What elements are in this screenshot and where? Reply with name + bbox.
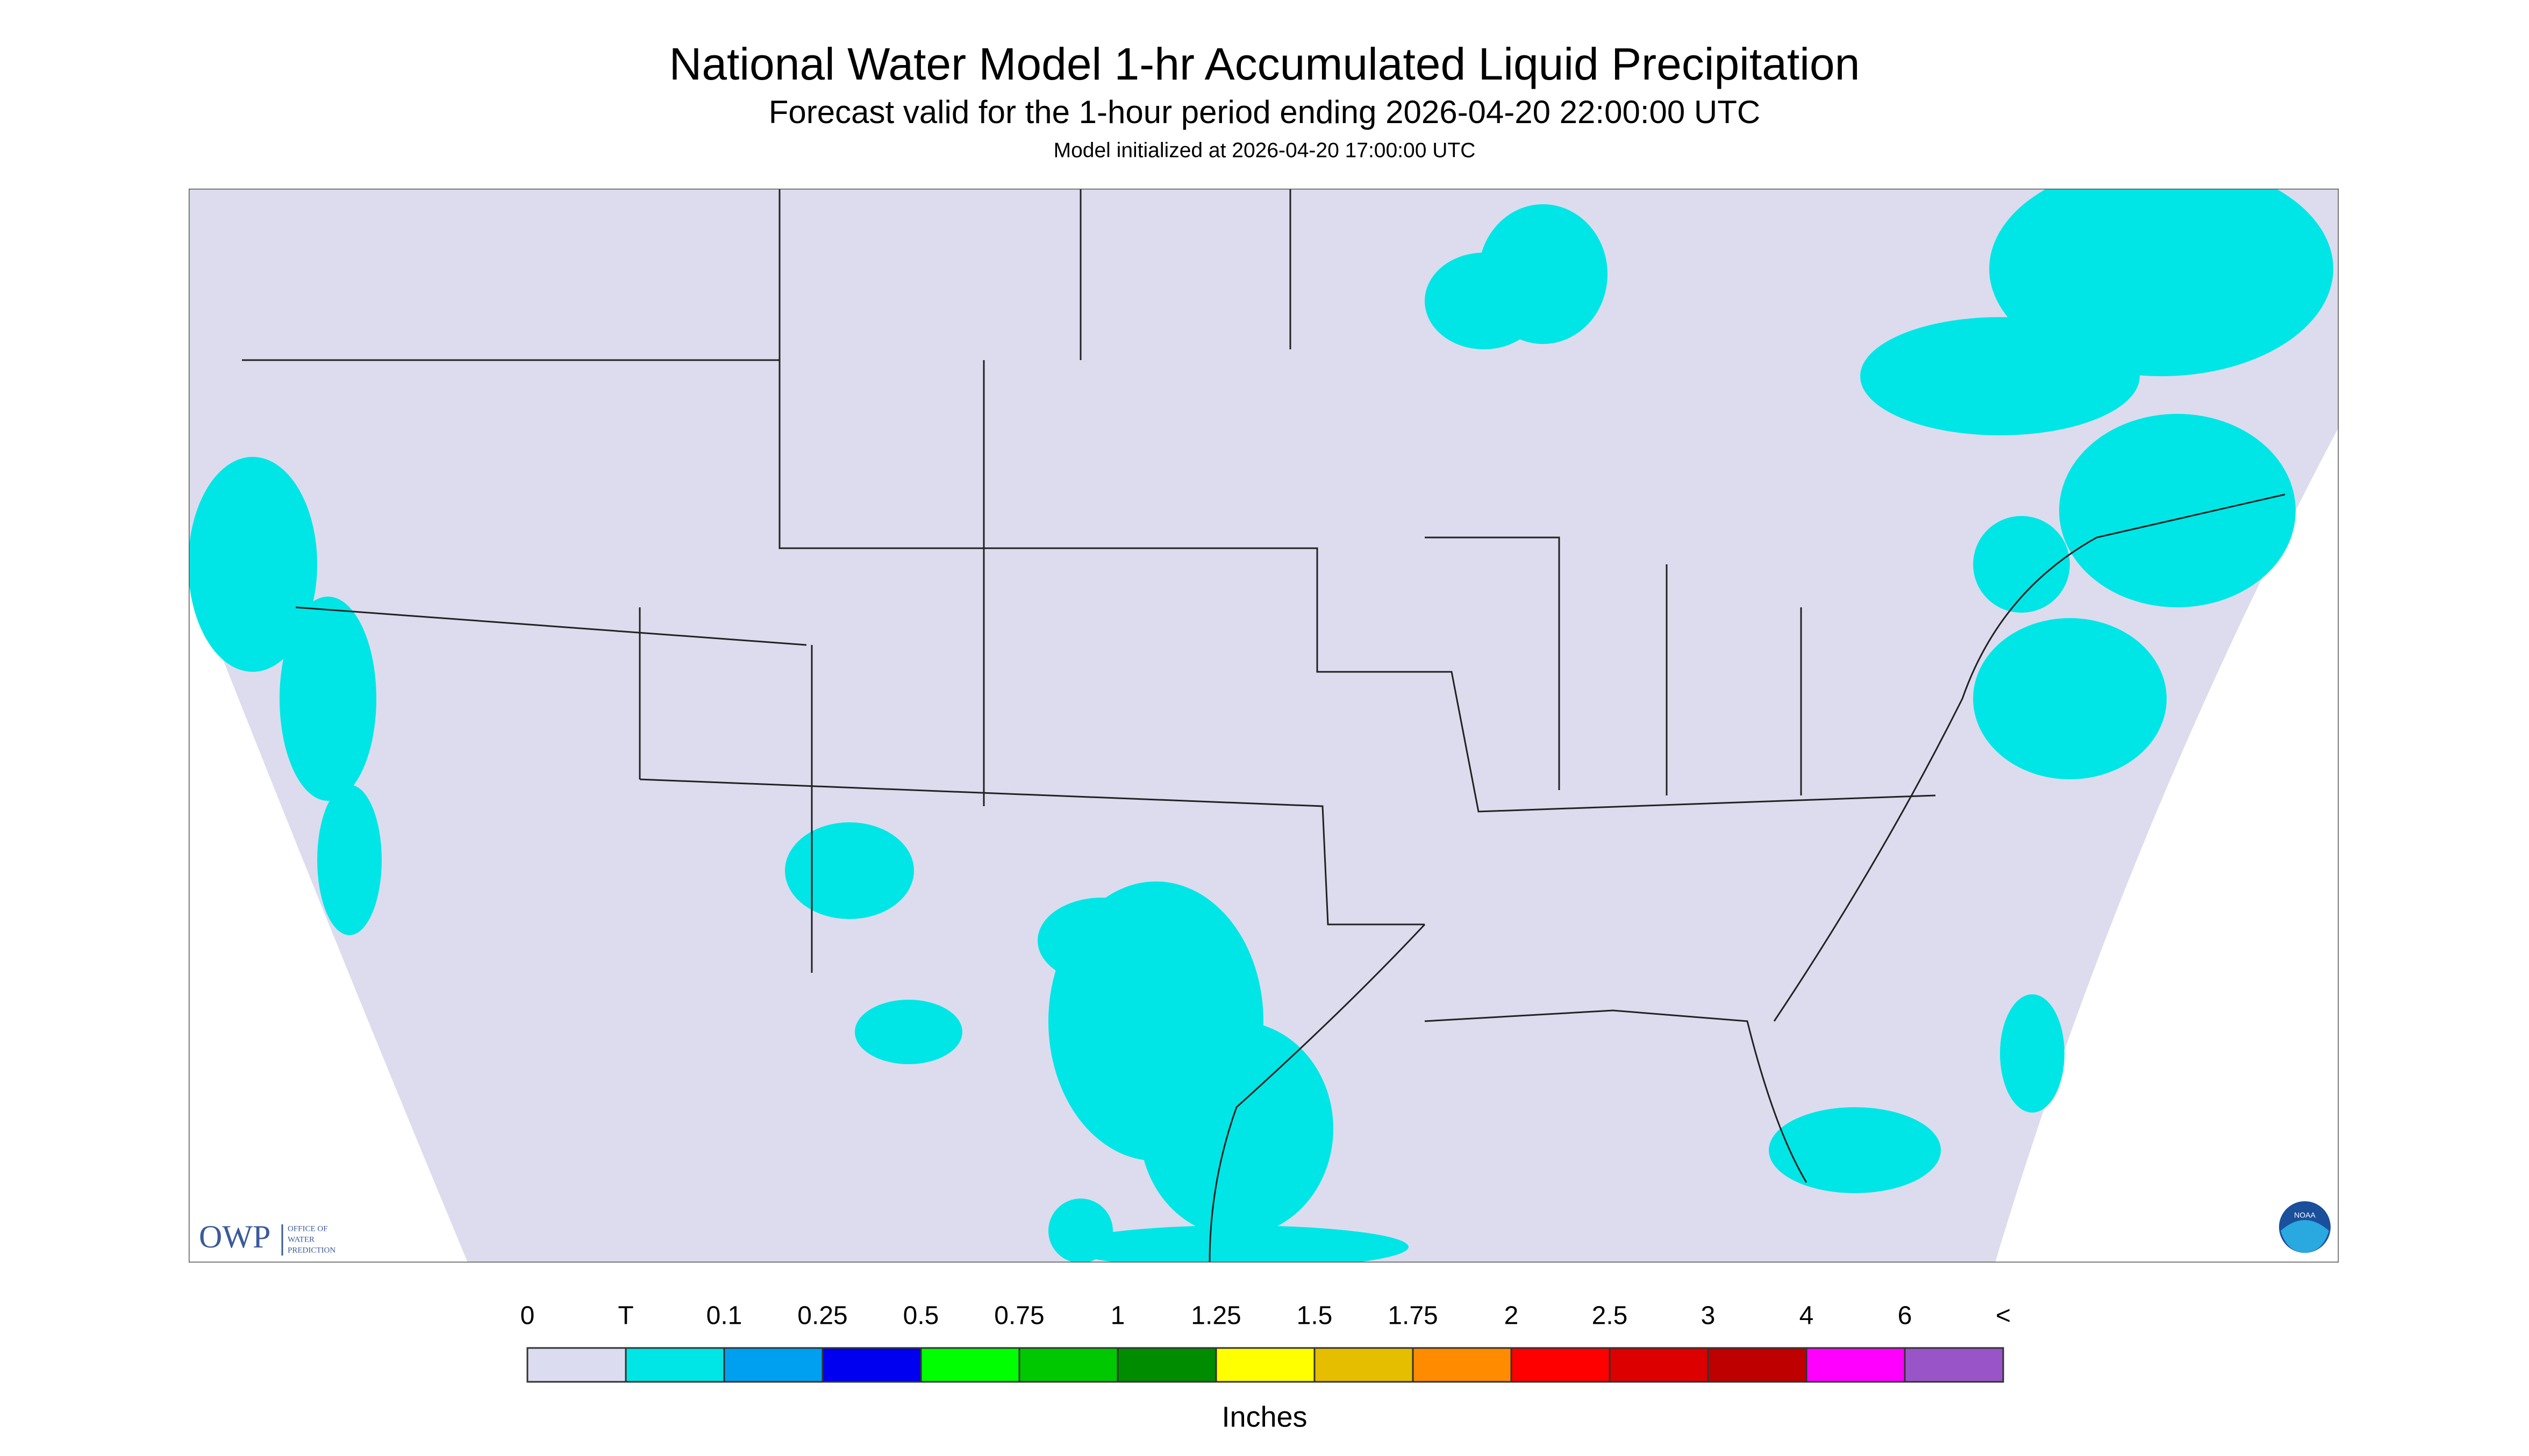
legend-swatch (526, 1347, 627, 1383)
legend-label: T (618, 1302, 633, 1330)
model-domain (189, 189, 2339, 1263)
owp-name: OFFICE OF (288, 1224, 328, 1233)
legend-label: 4 (1799, 1302, 1814, 1330)
owp-name: WATER (288, 1235, 315, 1244)
legend-label: 1.75 (1388, 1302, 1438, 1330)
legend-label: 6 (1898, 1302, 1912, 1330)
noaa-text: NOAA (2294, 1211, 2316, 1220)
legend-swatch (1215, 1347, 1316, 1383)
legend: 0 T 0.1 0.25 0.5 0.75 1 1.25 1.5 1.75 2 2.5 3 4 6 < (520, 1302, 2011, 1383)
legend-label: 2 (1504, 1302, 1519, 1330)
legend-label: 3 (1701, 1302, 1716, 1330)
legend-label: 0.1 (706, 1302, 742, 1330)
boundaries (242, 189, 2285, 1263)
legend-swatch (1313, 1347, 1414, 1383)
legend-swatch (1117, 1347, 1217, 1383)
legend-swatch (625, 1347, 725, 1383)
legend-swatch (723, 1347, 824, 1383)
legend-label: 1.25 (1191, 1302, 1241, 1330)
owp-name: PREDICTION (288, 1246, 335, 1254)
legend-swatch (1018, 1347, 1119, 1383)
legend-swatch (1412, 1347, 1512, 1383)
legend-label: 0 (520, 1302, 535, 1330)
legend-label: 1.5 (1297, 1302, 1333, 1330)
precip-areas (189, 189, 2333, 1263)
legend-swatch (1707, 1347, 1808, 1383)
legend-label: 1 (1111, 1302, 1125, 1330)
legend-swatch (1805, 1347, 1906, 1383)
title: National Water Model 1-hr Accumulated Li… (669, 39, 1860, 89)
legend-label: 2.5 (1592, 1302, 1628, 1330)
legend-swatch (1609, 1347, 1709, 1383)
init-time: Model initialized at 2026-04-20 17:00:00… (1054, 139, 1476, 162)
legend-swatch (1904, 1347, 2004, 1383)
legend-label: 0.25 (797, 1302, 847, 1330)
legend-units: Inches (1221, 1401, 1307, 1433)
legend-swatch (920, 1347, 1020, 1383)
owp-acronym: OWP (199, 1219, 270, 1254)
legend-label: 0.5 (903, 1302, 939, 1330)
noaa-logo: NOAA (2279, 1201, 2331, 1253)
owp-logo: OWP OFFICE OF WATER PREDICTION (199, 1219, 335, 1256)
noaa-wave (2281, 1220, 2329, 1253)
legend-label: 0.75 (994, 1302, 1044, 1330)
subtitle: Forecast valid for the 1-hour period end… (769, 94, 1760, 130)
legend-swatch (821, 1347, 922, 1383)
legend-swatch (1510, 1347, 1611, 1383)
map (189, 189, 2339, 1263)
legend-label: < (1996, 1302, 2011, 1330)
